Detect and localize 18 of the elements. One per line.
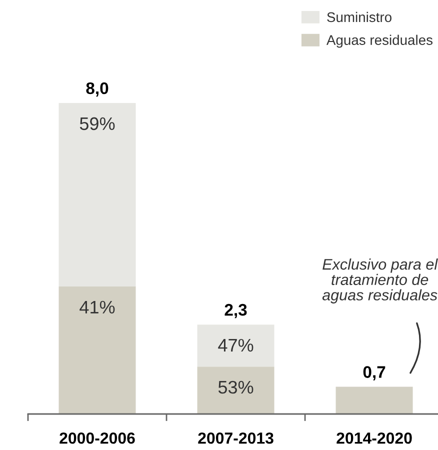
x-tick-label: 2000-2006: [60, 432, 135, 444]
annotation: 41%: [80, 300, 115, 314]
legend-label: Suministro: [327, 12, 392, 22]
bar: [58, 103, 136, 286]
x-tick-label: 2007-2013: [198, 432, 274, 444]
bar: [58, 286, 136, 414]
annotation: 59%: [80, 117, 115, 130]
total-label: 8,0: [86, 82, 108, 97]
bar: [336, 386, 413, 414]
data-label: 0,7: [363, 366, 386, 380]
total-label: 2,3: [224, 304, 247, 318]
legend-label: Aguas residuales: [326, 34, 433, 48]
annotation: 53%: [218, 380, 254, 394]
x-tick-label: 2014-2020: [336, 432, 412, 444]
annotation: Exclusivo para el tratamiento de aguas residuales: [322, 258, 438, 304]
annotation: 47%: [218, 338, 254, 352]
bar: [197, 324, 274, 367]
bar: [197, 366, 274, 414]
